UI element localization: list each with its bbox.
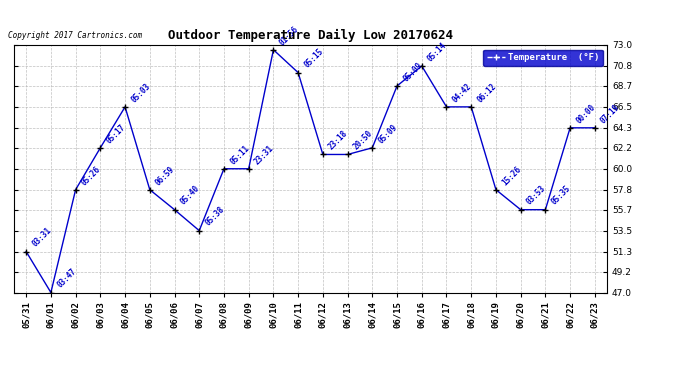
Text: 03:47: 03:47 [55, 267, 78, 290]
Text: 05:35: 05:35 [549, 184, 572, 207]
Text: 05:15: 05:15 [302, 47, 325, 70]
Text: 05:09: 05:09 [401, 60, 424, 83]
Text: 07:19: 07:19 [599, 102, 622, 125]
Text: 03:31: 03:31 [30, 226, 53, 249]
Text: 23:31: 23:31 [253, 143, 275, 166]
Text: 00:00: 00:00 [574, 102, 597, 125]
Text: 05:26: 05:26 [80, 164, 103, 187]
Text: 05:17: 05:17 [104, 122, 127, 145]
Text: Copyright 2017 Cartronics.com: Copyright 2017 Cartronics.com [8, 31, 142, 40]
Text: 05:14: 05:14 [426, 40, 449, 63]
Text: 03:53: 03:53 [525, 184, 548, 207]
Title: Outdoor Temperature Daily Low 20170624: Outdoor Temperature Daily Low 20170624 [168, 29, 453, 42]
Text: 05:40: 05:40 [179, 184, 201, 207]
Text: 20:50: 20:50 [352, 129, 375, 152]
Legend: Temperature  (°F): Temperature (°F) [483, 50, 602, 66]
Text: 04:42: 04:42 [451, 81, 473, 104]
Text: 01:56: 01:56 [277, 24, 300, 47]
Text: 06:59: 06:59 [154, 164, 177, 187]
Text: 06:12: 06:12 [475, 81, 498, 104]
Text: 05:38: 05:38 [204, 205, 226, 228]
Text: 05:11: 05:11 [228, 143, 251, 166]
Text: 23:18: 23:18 [327, 129, 350, 152]
Text: 05:09: 05:09 [377, 122, 400, 145]
Text: 15:26: 15:26 [500, 164, 523, 187]
Text: 05:03: 05:03 [129, 81, 152, 104]
